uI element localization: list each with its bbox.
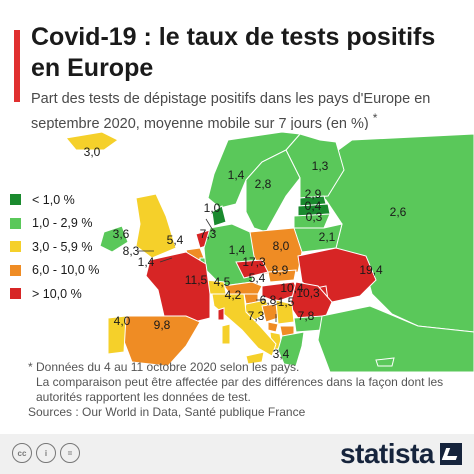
country-serbia (275, 299, 295, 325)
legend-swatch (10, 194, 21, 206)
map-value-label: 3,0 (84, 145, 101, 159)
footnote: * Données du 4 au 11 octobre 2020 selon … (28, 360, 458, 420)
map-value-label: 4,5 (214, 275, 231, 289)
legend-label: 1,0 - 2,9 % (32, 216, 93, 231)
map-value-label: 1,5 (278, 295, 295, 309)
map-value-label: 0,3 (306, 210, 323, 224)
legend-swatch (10, 217, 21, 229)
country-ireland (99, 225, 129, 253)
map-value-label: 2,6 (390, 205, 407, 219)
legend-item: 3,0 - 5,9 % (10, 235, 99, 259)
subtitle-footnote-marker: * (372, 111, 378, 125)
map-value-label: 2,9 (305, 187, 322, 201)
legend-label: 6,0 - 10,0 % (32, 263, 100, 278)
map-value-label: 8,3 (123, 244, 140, 258)
europe-map: 3,0 1,3 1,4 2,8 2,90,40,3 1,0 3,6 5,4 7,3 8,0 2,1 2… (0, 130, 474, 372)
brand-name: statista (339, 438, 435, 469)
cc-icon[interactable]: cc (12, 443, 32, 463)
map-value-label: 8,0 (273, 239, 290, 253)
legend-item: < 1,0 % (10, 188, 99, 212)
legend-item: 6,0 - 10,0 % (10, 259, 99, 283)
country-montenegro (267, 321, 279, 333)
country-united-kingdom (135, 193, 177, 259)
map-value-label: 2,1 (319, 230, 336, 244)
leader-lines (138, 218, 283, 322)
country-austria (223, 281, 263, 295)
map-value-label: 11,5 (185, 273, 208, 287)
map-value-label: 4,2 (225, 288, 242, 302)
country-iceland (65, 131, 119, 151)
no-derivatives-icon[interactable]: = (60, 443, 80, 463)
statista-logo[interactable]: statista (340, 438, 462, 470)
legend-label: 3,0 - 5,9 % (32, 239, 93, 254)
country-hungary (261, 281, 299, 303)
map-value-label: 3,6 (113, 227, 130, 241)
legend-swatch (10, 264, 21, 276)
subtitle-text: Part des tests de dépistage positifs dan… (31, 91, 431, 132)
map-value-label: 3,4 (273, 347, 290, 361)
country-portugal (107, 315, 127, 355)
country-cyprus (375, 357, 395, 367)
map-value-label: 2,8 (255, 177, 272, 191)
map-value-label: 7,3 (200, 227, 217, 241)
legend-label: < 1,0 % (32, 192, 75, 207)
legend-item: 1,0 - 2,9 % (10, 212, 99, 236)
country-greece (277, 331, 305, 367)
statista-mark-icon (440, 443, 462, 465)
license-icons: cc i = (12, 443, 80, 463)
country-sweden (245, 149, 301, 233)
map-value-label: 1,0 (204, 201, 221, 215)
attribution-icon[interactable]: i (36, 443, 56, 463)
map-value-label: 8,9 (272, 263, 289, 277)
map-value-label: 1,3 (312, 159, 329, 173)
legend-swatch (10, 241, 21, 253)
map-value-label: 4,0 (114, 314, 131, 328)
map-value-label: 6,8 (260, 293, 277, 307)
footer: cc i = statista (0, 434, 474, 474)
map-value-label: 7,8 (298, 309, 315, 323)
map-value-label: 0,4 (305, 199, 322, 213)
footnote-dates: * Données du 4 au 11 octobre 2020 selon … (28, 360, 300, 374)
legend: < 1,0 % 1,0 - 2,9 % 3,0 - 5,9 % 6,0 - 10… (10, 188, 99, 306)
country-denmark (211, 205, 227, 227)
map-value-label: 19,4 (359, 263, 383, 277)
country-sardinia (221, 323, 231, 345)
map-value-label: 5,4 (249, 271, 266, 285)
map-value-label: 9,8 (154, 318, 171, 332)
map-value-label: 10,4 (280, 281, 304, 295)
title-accent-bar (14, 30, 20, 102)
legend-label: > 10,0 % (32, 286, 82, 301)
legend-swatch (10, 288, 21, 300)
country-sicily (245, 351, 265, 365)
country-turkey (317, 305, 474, 372)
footnote-comparison-note: La comparaison peut être affectée par de… (36, 375, 444, 404)
chart-title: Covid-19 : le taux de tests positifs en … (31, 23, 436, 82)
map-value-label: 10,3 (296, 286, 320, 300)
legend-item: > 10,0 % (10, 282, 99, 306)
map-value-label: 5,4 (167, 233, 184, 247)
country-corsica (217, 307, 225, 321)
map-value-label: 1,4 (138, 255, 155, 269)
map-value-label: 1,4 (228, 168, 245, 182)
chart-subtitle: Part des tests de dépistage positifs dan… (31, 90, 471, 134)
map-value-label: 7,3 (248, 309, 265, 323)
map-value-label: 17,3 (242, 255, 266, 269)
country-slovakia (267, 269, 297, 283)
map-value-label: 1,4 (229, 243, 246, 257)
footnote-sources: Sources : Our World in Data, Santé publi… (28, 405, 306, 419)
